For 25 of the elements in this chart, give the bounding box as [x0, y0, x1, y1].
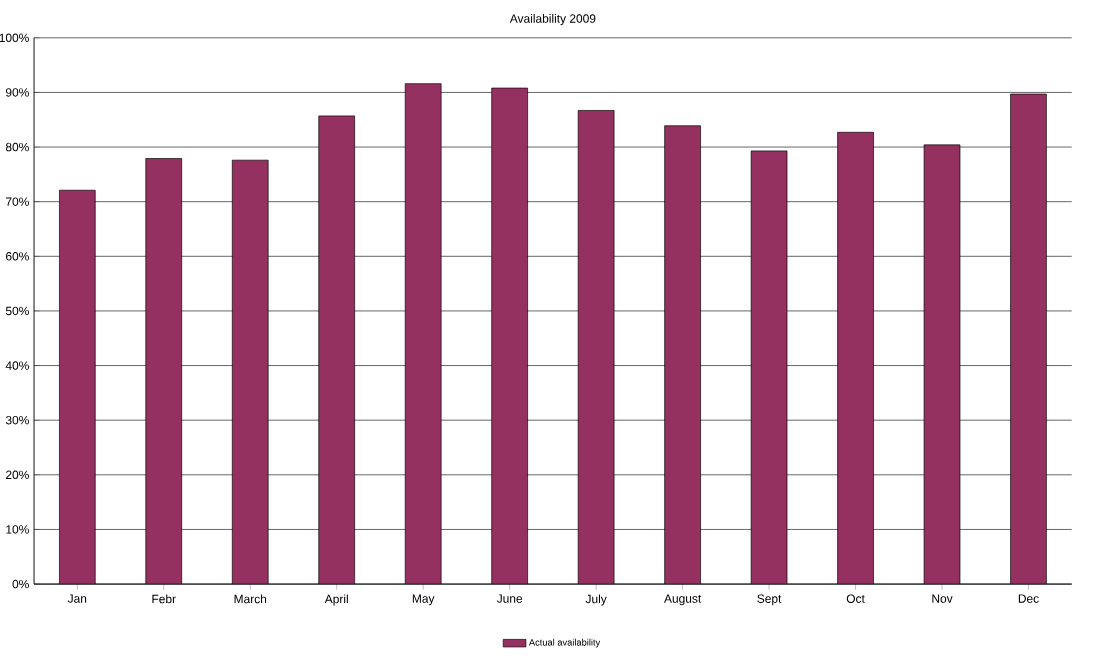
y-tick-label: 50% — [5, 306, 29, 315]
y-tick-label: 60% — [6, 251, 29, 261]
x-tick-label: May — [412, 594, 435, 605]
y-tick-label: 10% — [6, 524, 29, 534]
y-tick-label: 90% — [5, 87, 29, 97]
x-tick-label: Oct — [846, 594, 865, 603]
x-tick-label: August — [664, 594, 702, 605]
x-tick-label: June — [496, 594, 523, 603]
y-tick-label: 0% — [12, 579, 29, 589]
y-tick-label: 30% — [5, 415, 29, 425]
y-tick-label: 70% — [6, 197, 29, 206]
x-tick-label: July — [585, 594, 607, 606]
y-tick-label: 100% — [0, 33, 29, 42]
x-tick-label: Dec — [1018, 594, 1039, 603]
y-tick-label: 80% — [5, 142, 29, 152]
x-tick-label: Sept — [757, 594, 782, 606]
y-tick-label: 40% — [5, 361, 29, 370]
x-tick-label: Febr — [152, 594, 176, 603]
x-tick-label: Jan — [67, 594, 87, 603]
x-tick-label: Nov — [932, 594, 953, 603]
x-tick-label: March — [234, 594, 267, 603]
legend-label: Actual availability — [528, 638, 601, 648]
chart-title: Availability 2009 — [509, 13, 596, 25]
y-tick-label: 20% — [6, 470, 29, 479]
x-tick-label: April — [324, 594, 348, 606]
